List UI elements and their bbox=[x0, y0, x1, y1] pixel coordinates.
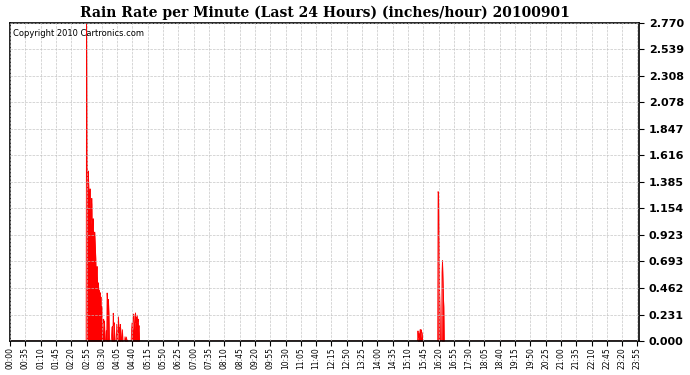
Text: Copyright 2010 Cartronics.com: Copyright 2010 Cartronics.com bbox=[13, 29, 144, 38]
Title: Rain Rate per Minute (Last 24 Hours) (inches/hour) 20100901: Rain Rate per Minute (Last 24 Hours) (in… bbox=[80, 6, 569, 20]
